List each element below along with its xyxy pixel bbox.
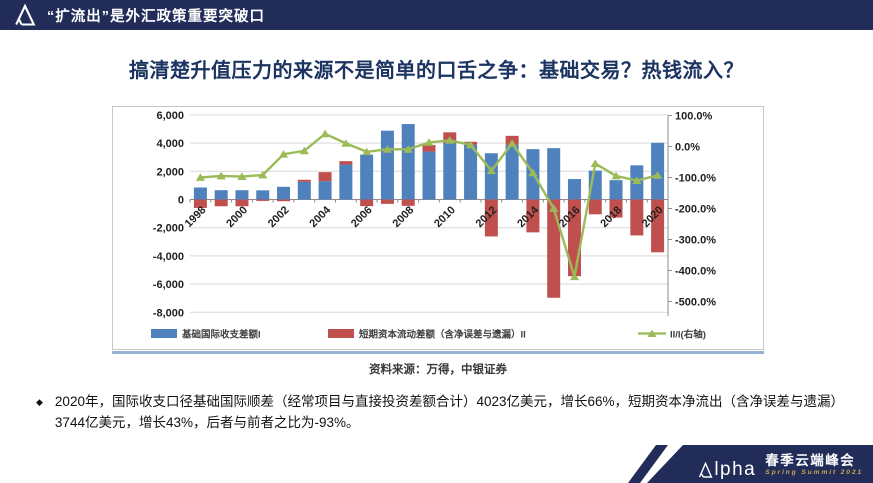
svg-text:6,000: 6,000 <box>156 110 184 122</box>
svg-text:100.0%: 100.0% <box>675 111 713 123</box>
header-bar: “扩流出”是外汇政策重要突破口 <box>0 0 873 30</box>
svg-text:-500.0%: -500.0% <box>675 297 716 309</box>
bullet-item: ◆ 2020年，国际收支口径基础国际顺差（经常项目与直接投资差额合计）4023亿… <box>36 392 842 434</box>
svg-text:2008: 2008 <box>391 204 417 230</box>
svg-text:1998: 1998 <box>183 204 209 230</box>
svg-text:基础国际收支差额I: 基础国际收支差额I <box>181 329 261 341</box>
footer-banner <box>647 445 873 483</box>
svg-text:-6,000: -6,000 <box>153 279 184 291</box>
svg-text:-2,000: -2,000 <box>153 223 184 235</box>
event-title-en: Spring Summit 2021 <box>765 469 863 477</box>
svg-text:-100.0%: -100.0% <box>675 173 716 185</box>
svg-text:2002: 2002 <box>266 204 292 230</box>
bullet-text: 2020年，国际收支口径基础国际顺差（经常项目与直接投资差额合计）4023亿美元… <box>54 394 838 430</box>
svg-text:-200.0%: -200.0% <box>675 204 716 216</box>
svg-text:2010: 2010 <box>432 204 458 230</box>
svg-text:4,000: 4,000 <box>156 138 184 150</box>
bop-chart-svg: 6,000 4,000 2,000 0 -2,000 -4,000 -6,000 -8,000… <box>151 110 716 341</box>
svg-text:2004: 2004 <box>307 204 333 230</box>
svg-text:-8,000: -8,000 <box>153 307 184 319</box>
diamond-bullet-icon: ◆ <box>36 397 43 407</box>
event-title-cn: 春季云端峰会 <box>765 452 856 468</box>
svg-text:0.0%: 0.0% <box>675 142 700 154</box>
source-note: 资料来源：万得，中银证券 <box>369 364 507 376</box>
event-title: 春季云端峰会 Spring Summit 2021 <box>765 454 863 478</box>
alpha-logo-icon <box>15 3 36 26</box>
svg-text:2,000: 2,000 <box>156 166 184 178</box>
svg-text:-300.0%: -300.0% <box>675 235 716 247</box>
svg-text:-400.0%: -400.0% <box>675 266 716 278</box>
alpha-brand-icon <box>699 462 713 478</box>
svg-text:短期资本流动差额（含净误差与遗漏）II: 短期资本流动差额（含净误差与遗漏）II <box>359 329 526 341</box>
svg-text:2000: 2000 <box>224 204 250 230</box>
svg-text:2006: 2006 <box>349 204 375 230</box>
svg-text:-4,000: -4,000 <box>153 251 184 263</box>
svg-text:II/I(右轴): II/I(右轴) <box>670 329 706 341</box>
chart-underline <box>112 351 764 354</box>
alpha-brand-text: lpha <box>714 459 757 480</box>
footer-logo: lpha 春季云端峰会 Spring Summit 2021 <box>698 454 863 480</box>
header-title: “扩流出”是外汇政策重要突破口 <box>47 8 265 25</box>
alpha-wordmark: lpha <box>698 459 757 480</box>
chart-panel: 6,000 4,000 2,000 0 -2,000 -4,000 -6,000 -8,000… <box>112 106 764 350</box>
svg-text:0: 0 <box>178 195 184 207</box>
page-title: 搞清楚升值压力的来源不是简单的口舌之争：基础交易？热钱流入？ <box>129 60 744 82</box>
